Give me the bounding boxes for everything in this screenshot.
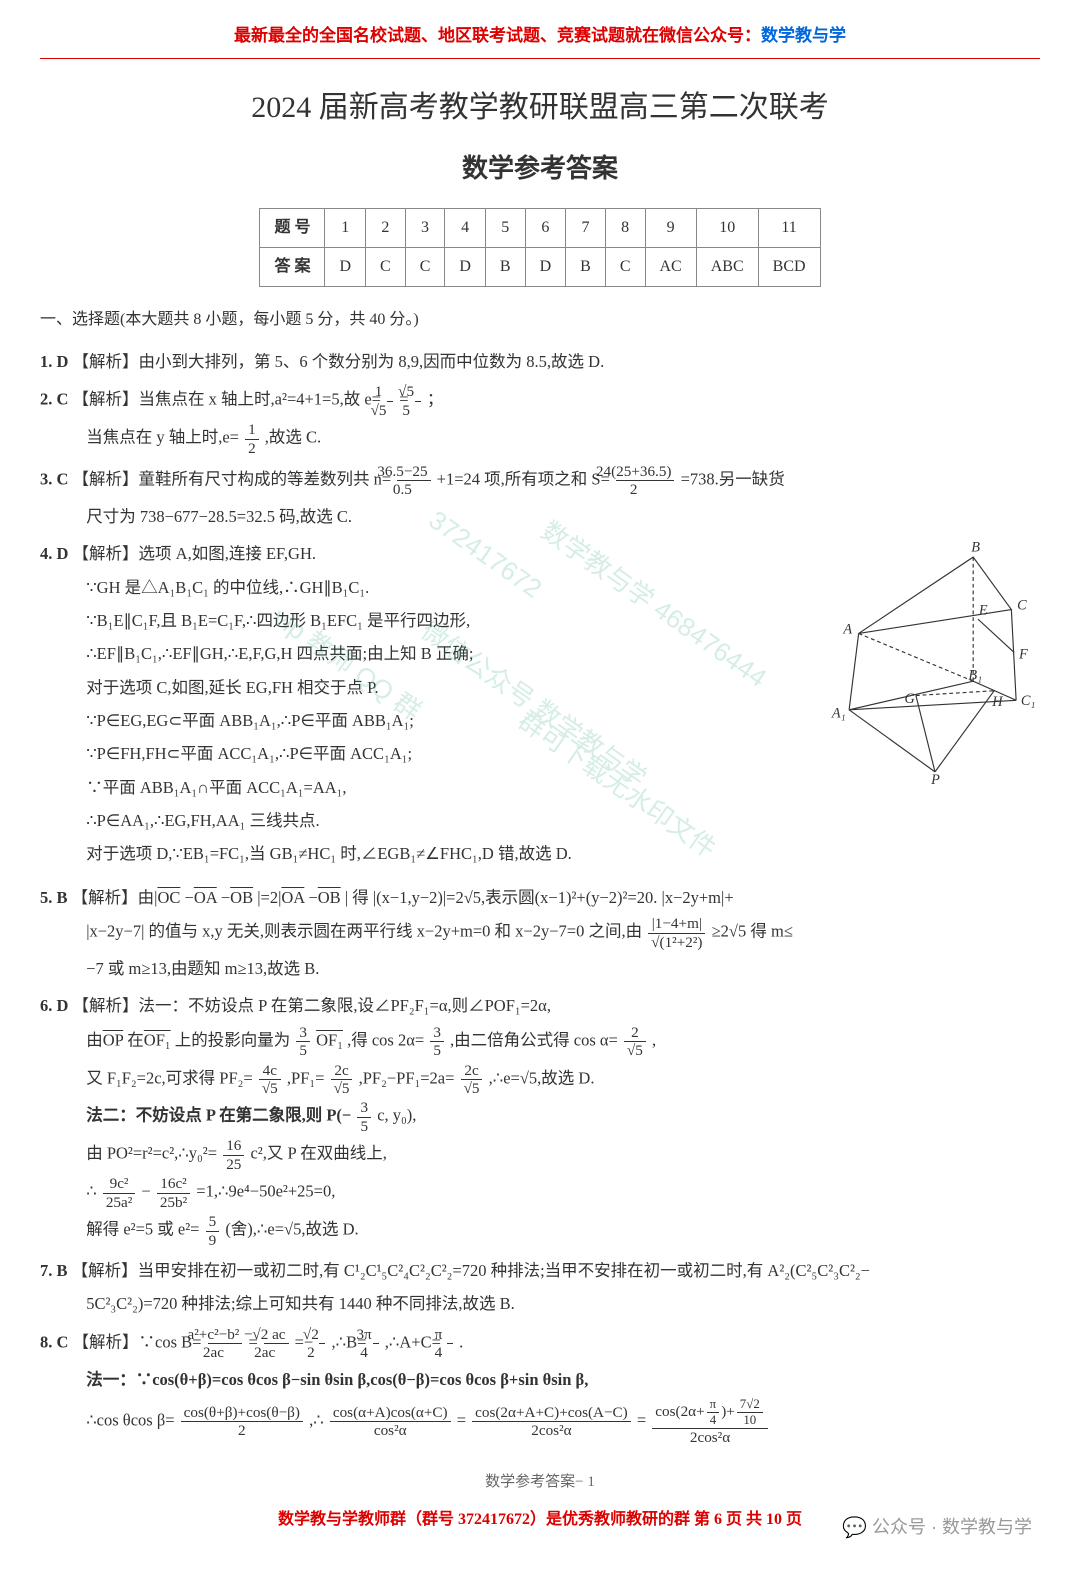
ans-val: C <box>366 248 406 287</box>
q6-num: 6. D <box>40 996 68 1015</box>
ans-hdr-q: 题 号 <box>260 208 325 247</box>
wechat-icon: 💬 <box>842 1517 867 1539</box>
ans-hdr-a: 答 案 <box>260 248 325 287</box>
ans-val: B <box>485 248 525 287</box>
q1-num: 1. D <box>40 352 68 371</box>
q2-num: 2. C <box>40 390 68 409</box>
ans-num: 10 <box>696 208 758 247</box>
ans-num: 11 <box>758 208 820 247</box>
q8: 8. C 【解析】∵cos B= a²+c²−b²2ac = −√2 ac2ac… <box>40 1326 1040 1446</box>
ans-val: ABC <box>696 248 758 287</box>
wechat-logo: 💬 公众号 · 数学教与学 <box>842 1509 1032 1547</box>
ans-num: 8 <box>605 208 645 247</box>
q3: 3. C 【解析】童鞋所有尺寸构成的等差数列共 n= 36.5−250.5 +1… <box>40 463 1040 532</box>
q7-num: 7. B <box>40 1261 68 1280</box>
q1-text: 【解析】由小到大排列，第 5、6 个数分别为 8,9,因而中位数为 8.5,故选… <box>73 352 605 371</box>
q5-num: 5. B <box>40 888 68 907</box>
frac: 24(25+36.5)2 <box>616 463 674 499</box>
ans-num: 1 <box>325 208 366 247</box>
frac: |1−4+m|√(1²+2²) <box>648 915 705 951</box>
q8-num: 8. C <box>40 1333 68 1352</box>
ans-num: 4 <box>445 208 486 247</box>
ans-val: D <box>525 248 566 287</box>
section-1-title: 一、选择题(本大题共 8 小题，每小题 5 分，共 40 分。) <box>40 305 1040 335</box>
page-footer-label: 数学参考答案− 1 <box>40 1468 1040 1497</box>
ans-val: C <box>605 248 645 287</box>
ans-num: 9 <box>645 208 696 247</box>
banner-highlight: 数学教与学 <box>761 26 846 45</box>
frac: √55 <box>415 383 421 419</box>
q3-num: 3. C <box>40 470 68 489</box>
doc-subtitle: 数学参考答案 <box>40 144 1040 193</box>
q2: 2. C 【解析】当焦点在 x 轴上时,a²=4+1=5,故 e= 1√5 = … <box>40 383 1040 457</box>
ans-val: AC <box>645 248 696 287</box>
ans-num: 2 <box>366 208 406 247</box>
ans-val: BCD <box>758 248 820 287</box>
q4: 4. D 【解析】选项 A,如图,连接 EF,GH. ∵GH 是△A₁B₁C₁ … <box>40 538 1040 869</box>
ans-val: B <box>566 248 606 287</box>
q2-l1a: 【解析】当焦点在 x 轴上时,a²=4+1=5,故 e= <box>73 390 381 409</box>
banner-text: 最新最全的全国名校试题、地区联考试题、竞赛试题就在微信公众号： <box>234 26 761 45</box>
ans-num: 3 <box>405 208 445 247</box>
top-banner: 最新最全的全国名校试题、地区联考试题、竞赛试题就在微信公众号：数学教与学 <box>40 20 1040 59</box>
ans-val: D <box>325 248 366 287</box>
ans-val: C <box>405 248 445 287</box>
q2-l2: 当焦点在 y 轴上时,e= 12 ,故选 C. <box>63 421 1040 457</box>
q1: 1. D 【解析】由小到大排列，第 5、6 个数分别为 8,9,因而中位数为 8… <box>40 346 1040 377</box>
ans-num: 6 <box>525 208 566 247</box>
q5: 5. B 【解析】由|OC −OA −OB |=2|OA −OB | 得 |(x… <box>40 882 1040 985</box>
frac: 36.5−250.5 <box>397 463 430 499</box>
answer-table: 题 号 1 2 3 4 5 6 7 8 9 10 11 答 案 D C C D … <box>259 208 820 288</box>
ans-val: D <box>445 248 486 287</box>
q6: 6. D 【解析】法一：不妨设点 P 在第二象限,设∠PF₂F₁=α,则∠POF… <box>40 990 1040 1249</box>
doc-title: 2024 届新高考教学教研联盟高三第二次联考 <box>40 79 1040 136</box>
ans-num: 7 <box>566 208 606 247</box>
frac: 12 <box>245 421 259 457</box>
ans-num: 5 <box>485 208 525 247</box>
frac: 1√5 <box>387 383 393 419</box>
q4-num: 4. D <box>40 544 68 563</box>
q7: 7. B 【解析】当甲安排在初一或初二时,有 C¹₂C¹₅C²₄C²₂C²₂=7… <box>40 1255 1040 1320</box>
